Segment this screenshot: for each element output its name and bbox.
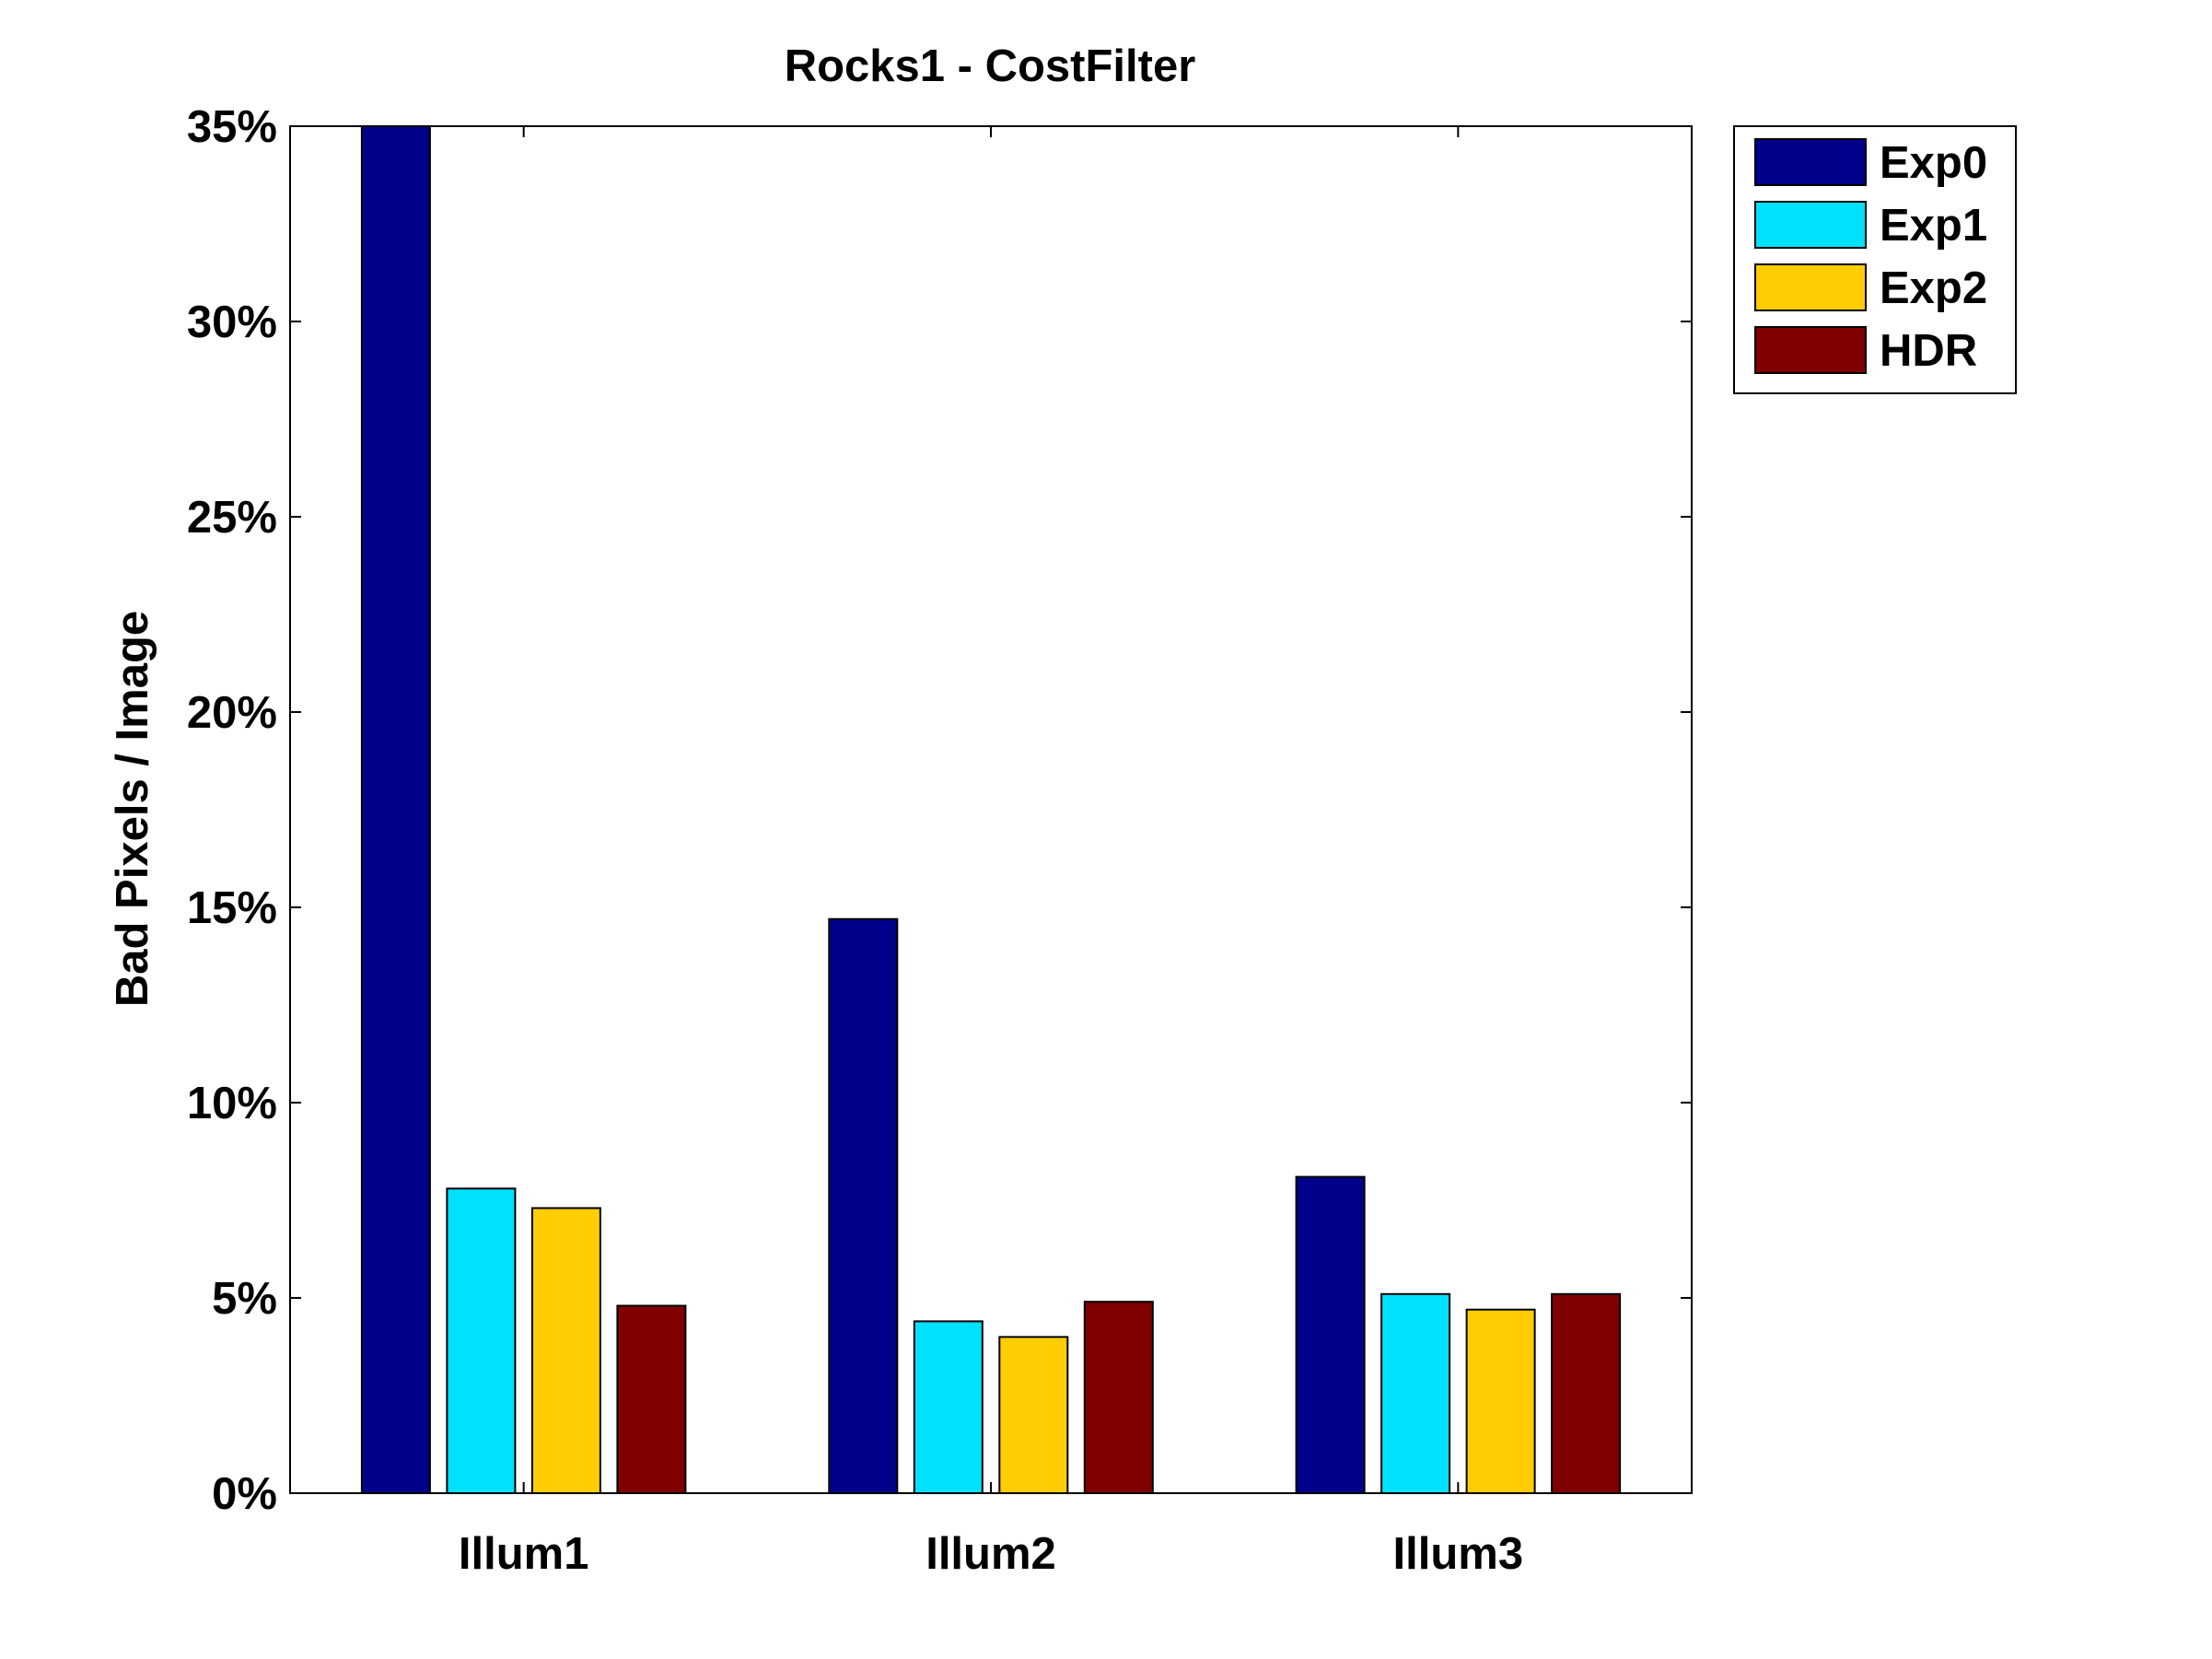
bar-exp0-illum2	[828, 917, 899, 1494]
x-tick-label: Illum2	[926, 1529, 1056, 1579]
plot-frame	[289, 125, 1693, 1494]
legend: Exp0 Exp1 Exp2 HDR	[1733, 125, 2017, 394]
bar-hdr-illum2	[1083, 1301, 1154, 1494]
bar-exp1-illum2	[913, 1320, 984, 1495]
x-tick-label: Illum3	[1393, 1529, 1524, 1579]
legend-label-exp1: Exp1	[1880, 201, 1987, 251]
bar-exp2-illum2	[998, 1336, 1069, 1495]
y-tick-label: 0%	[212, 1469, 277, 1519]
legend-swatch-exp1	[1754, 201, 1867, 249]
legend-swatch-exp2	[1754, 263, 1867, 311]
y-tick-label: 25%	[187, 493, 277, 543]
ticks-layer: 0% 5% 10% 15% 20% 25% 30% 35% Illum1 Illum2 Illum3	[187, 102, 1692, 1579]
legend-label-hdr: HDR	[1880, 326, 1977, 376]
legend-swatch-hdr	[1754, 326, 1867, 374]
bar-exp2-illum1	[530, 1207, 601, 1494]
x-tick-label: Illum1	[459, 1529, 589, 1579]
y-tick-label: 35%	[187, 102, 277, 152]
y-axis-label: Bad Pixels / Image	[108, 611, 157, 1007]
bars-layer	[360, 125, 1622, 1495]
plot-area	[290, 126, 1692, 1493]
bar-exp0-illum1	[360, 125, 431, 1494]
bar-exp1-illum1	[446, 1187, 517, 1495]
chart-title: Rocks1 - CostFilter	[785, 41, 1196, 91]
legend-label-exp0: Exp0	[1880, 138, 1987, 188]
legend-label-exp2: Exp2	[1880, 263, 1987, 313]
bar-exp1-illum3	[1380, 1292, 1451, 1495]
bar-exp0-illum3	[1295, 1175, 1366, 1494]
y-tick-label: 10%	[187, 1079, 277, 1128]
y-tick-label: 15%	[187, 883, 277, 933]
y-tick-label: 30%	[187, 298, 277, 347]
y-tick-label: 5%	[212, 1274, 277, 1324]
bar-exp2-illum3	[1465, 1308, 1536, 1494]
legend-swatch-exp0	[1754, 138, 1867, 186]
bar-hdr-illum3	[1551, 1292, 1622, 1495]
bar-hdr-illum1	[616, 1304, 687, 1494]
y-tick-label: 20%	[187, 688, 277, 738]
